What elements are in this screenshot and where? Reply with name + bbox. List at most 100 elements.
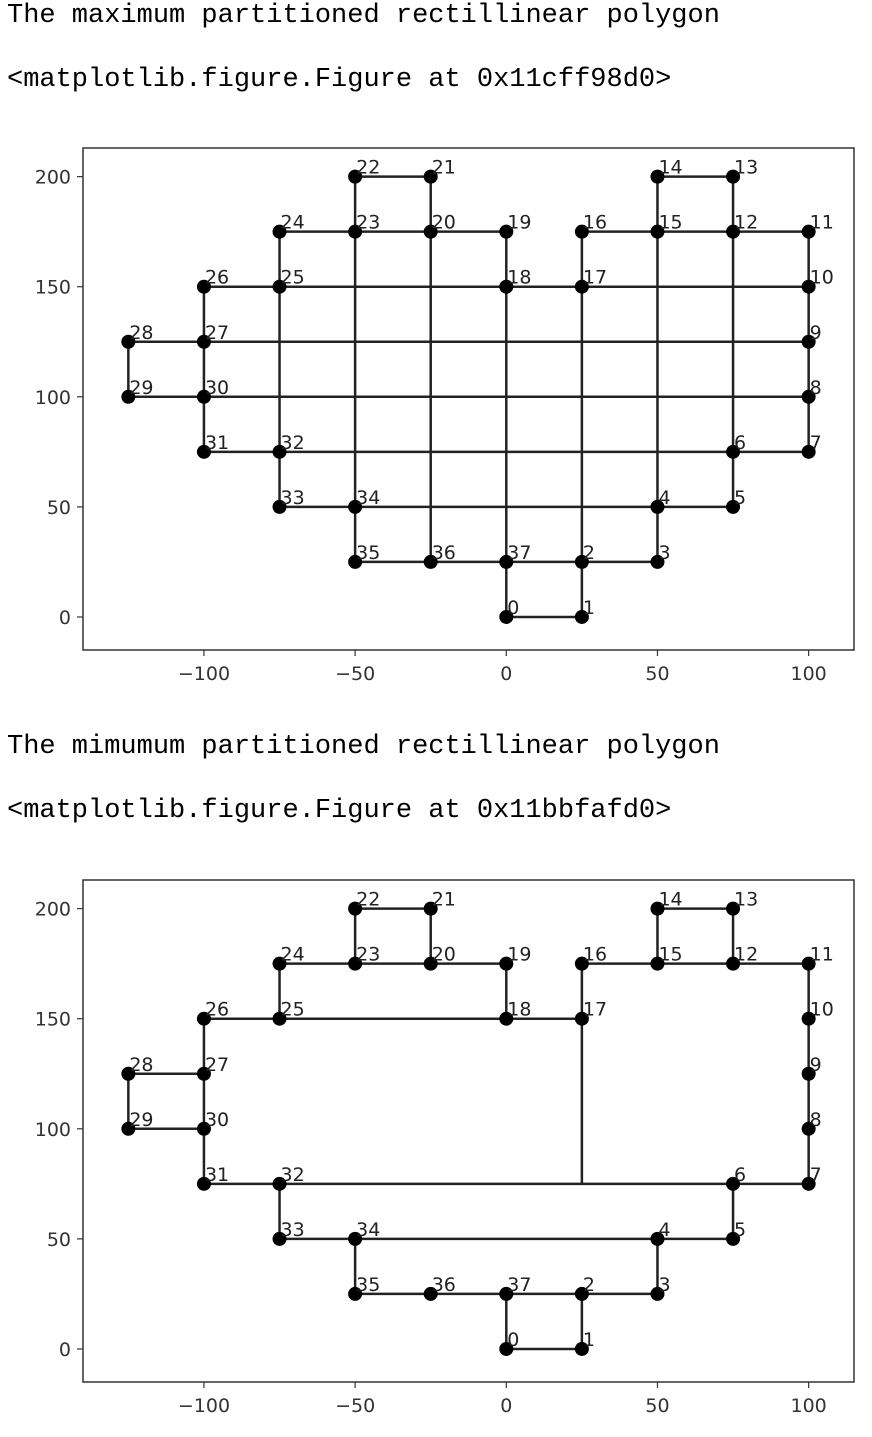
x-tick-label: 100 [791,1395,827,1417]
vertex-label: 18 [507,999,531,1021]
vertex-label: 3 [658,542,670,564]
y-tick-label: 150 [35,277,71,299]
vertex-label: 21 [432,889,456,911]
vertex-label: 9 [810,322,822,344]
vertex-marker [574,1011,589,1026]
vertex-marker [726,169,741,184]
vertex-label: 17 [583,999,607,1021]
vertex-label: 26 [205,999,229,1021]
vertex-marker [196,1011,211,1026]
vertex-marker [348,956,363,971]
vertex-marker [726,1231,741,1246]
x-tick-label: 50 [645,663,669,685]
plot-frame [82,147,855,651]
vertex-label: 1 [583,597,595,619]
vertex-label: 18 [507,267,531,289]
y-tick-label: 50 [47,497,71,519]
vertex-label: 37 [507,1274,531,1296]
vertex-marker [650,554,665,569]
vertex-label: 0 [507,1329,519,1351]
vertex-marker [348,499,363,514]
vertex-label: 8 [810,1109,822,1131]
vertex-marker [801,1011,816,1026]
vertex-marker [574,554,589,569]
vertex-label: 4 [658,487,670,509]
vertex-label: 2 [583,1274,595,1296]
vertex-marker [348,901,363,916]
vertex-label: 3 [658,1274,670,1296]
vertex-marker [574,609,589,624]
vertex-label: 22 [356,889,380,911]
vertex-label: 32 [281,1164,305,1186]
vertex-label: 27 [205,1054,229,1076]
vertex-label: 19 [507,944,531,966]
vertex-marker [196,389,211,404]
vertex-label: 14 [658,889,682,911]
vertex-marker [499,956,514,971]
vertex-label: 16 [583,212,607,234]
vertex-marker [272,444,287,459]
vertex-marker [650,1231,665,1246]
vertex-label: 6 [734,1164,746,1186]
vertex-marker [726,444,741,459]
vertex-label: 17 [583,267,607,289]
y-tick-label: 50 [47,1229,71,1251]
vertex-marker [423,554,438,569]
vertex-marker [801,444,816,459]
vertex-marker [121,334,136,349]
vertex-marker [196,334,211,349]
vertex-label: 1 [583,1329,595,1351]
vertex-marker [574,956,589,971]
vertex-marker [272,1176,287,1191]
vertex-marker [348,1286,363,1301]
vertex-label: 31 [205,432,229,454]
vertex-label: 32 [281,432,305,454]
vertex-marker [499,1286,514,1301]
vertex-marker [726,1176,741,1191]
x-tick-label: −50 [335,663,375,685]
vertex-label: 35 [356,1274,380,1296]
vertex-label: 33 [281,1219,305,1241]
vertex-marker [801,224,816,239]
vertex-marker [196,1176,211,1191]
vertex-label: 20 [432,944,456,966]
vertex-label: 29 [129,1109,153,1131]
vertex-label: 30 [205,377,229,399]
vertex-marker [499,279,514,294]
vertex-label: 35 [356,542,380,564]
vertex-label: 4 [658,1219,670,1241]
vertex-label: 28 [129,1054,153,1076]
vertex-marker [272,279,287,294]
vertex-marker [801,1121,816,1136]
vertex-marker [348,1231,363,1246]
vertex-label: 7 [810,1164,822,1186]
vertex-label: 10 [810,267,834,289]
vertex-marker [574,279,589,294]
vertex-label: 8 [810,377,822,399]
vertex-label: 33 [281,487,305,509]
vertex-label: 13 [734,889,758,911]
vertex-label: 24 [281,944,305,966]
vertex-label: 37 [507,542,531,564]
cell-2-figure-repr: <matplotlib.figure.Figure at 0x11bbfafd0… [7,796,672,826]
vertex-marker [272,224,287,239]
vertex-marker [801,334,816,349]
vertex-label: 6 [734,432,746,454]
vertex-marker [726,956,741,971]
vertex-label: 7 [810,432,822,454]
y-tick-label: 100 [35,1119,71,1141]
y-tick-label: 150 [35,1009,71,1031]
vertex-label: 30 [205,1109,229,1131]
vertex-marker [423,901,438,916]
vertex-label: 23 [356,212,380,234]
vertex-marker [348,554,363,569]
vertex-label: 2 [583,542,595,564]
vertex-marker [801,956,816,971]
vertex-label: 0 [507,597,519,619]
vertex-marker [499,1341,514,1356]
vertex-marker [348,224,363,239]
vertex-marker [423,1286,438,1301]
vertex-label: 14 [658,157,682,179]
vertex-marker [121,1121,136,1136]
